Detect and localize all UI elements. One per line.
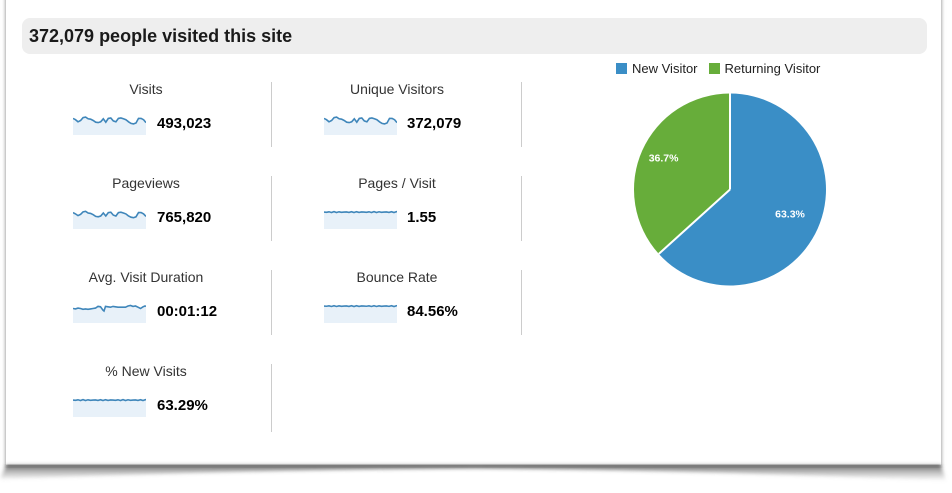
svg-text:36.7%: 36.7% xyxy=(649,153,679,165)
svg-text:63.3%: 63.3% xyxy=(775,209,805,221)
